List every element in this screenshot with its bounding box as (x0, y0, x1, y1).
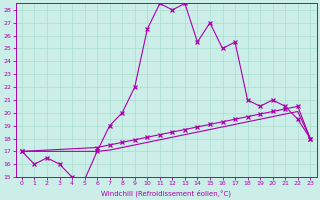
X-axis label: Windchill (Refroidissement éolien,°C): Windchill (Refroidissement éolien,°C) (101, 189, 231, 197)
